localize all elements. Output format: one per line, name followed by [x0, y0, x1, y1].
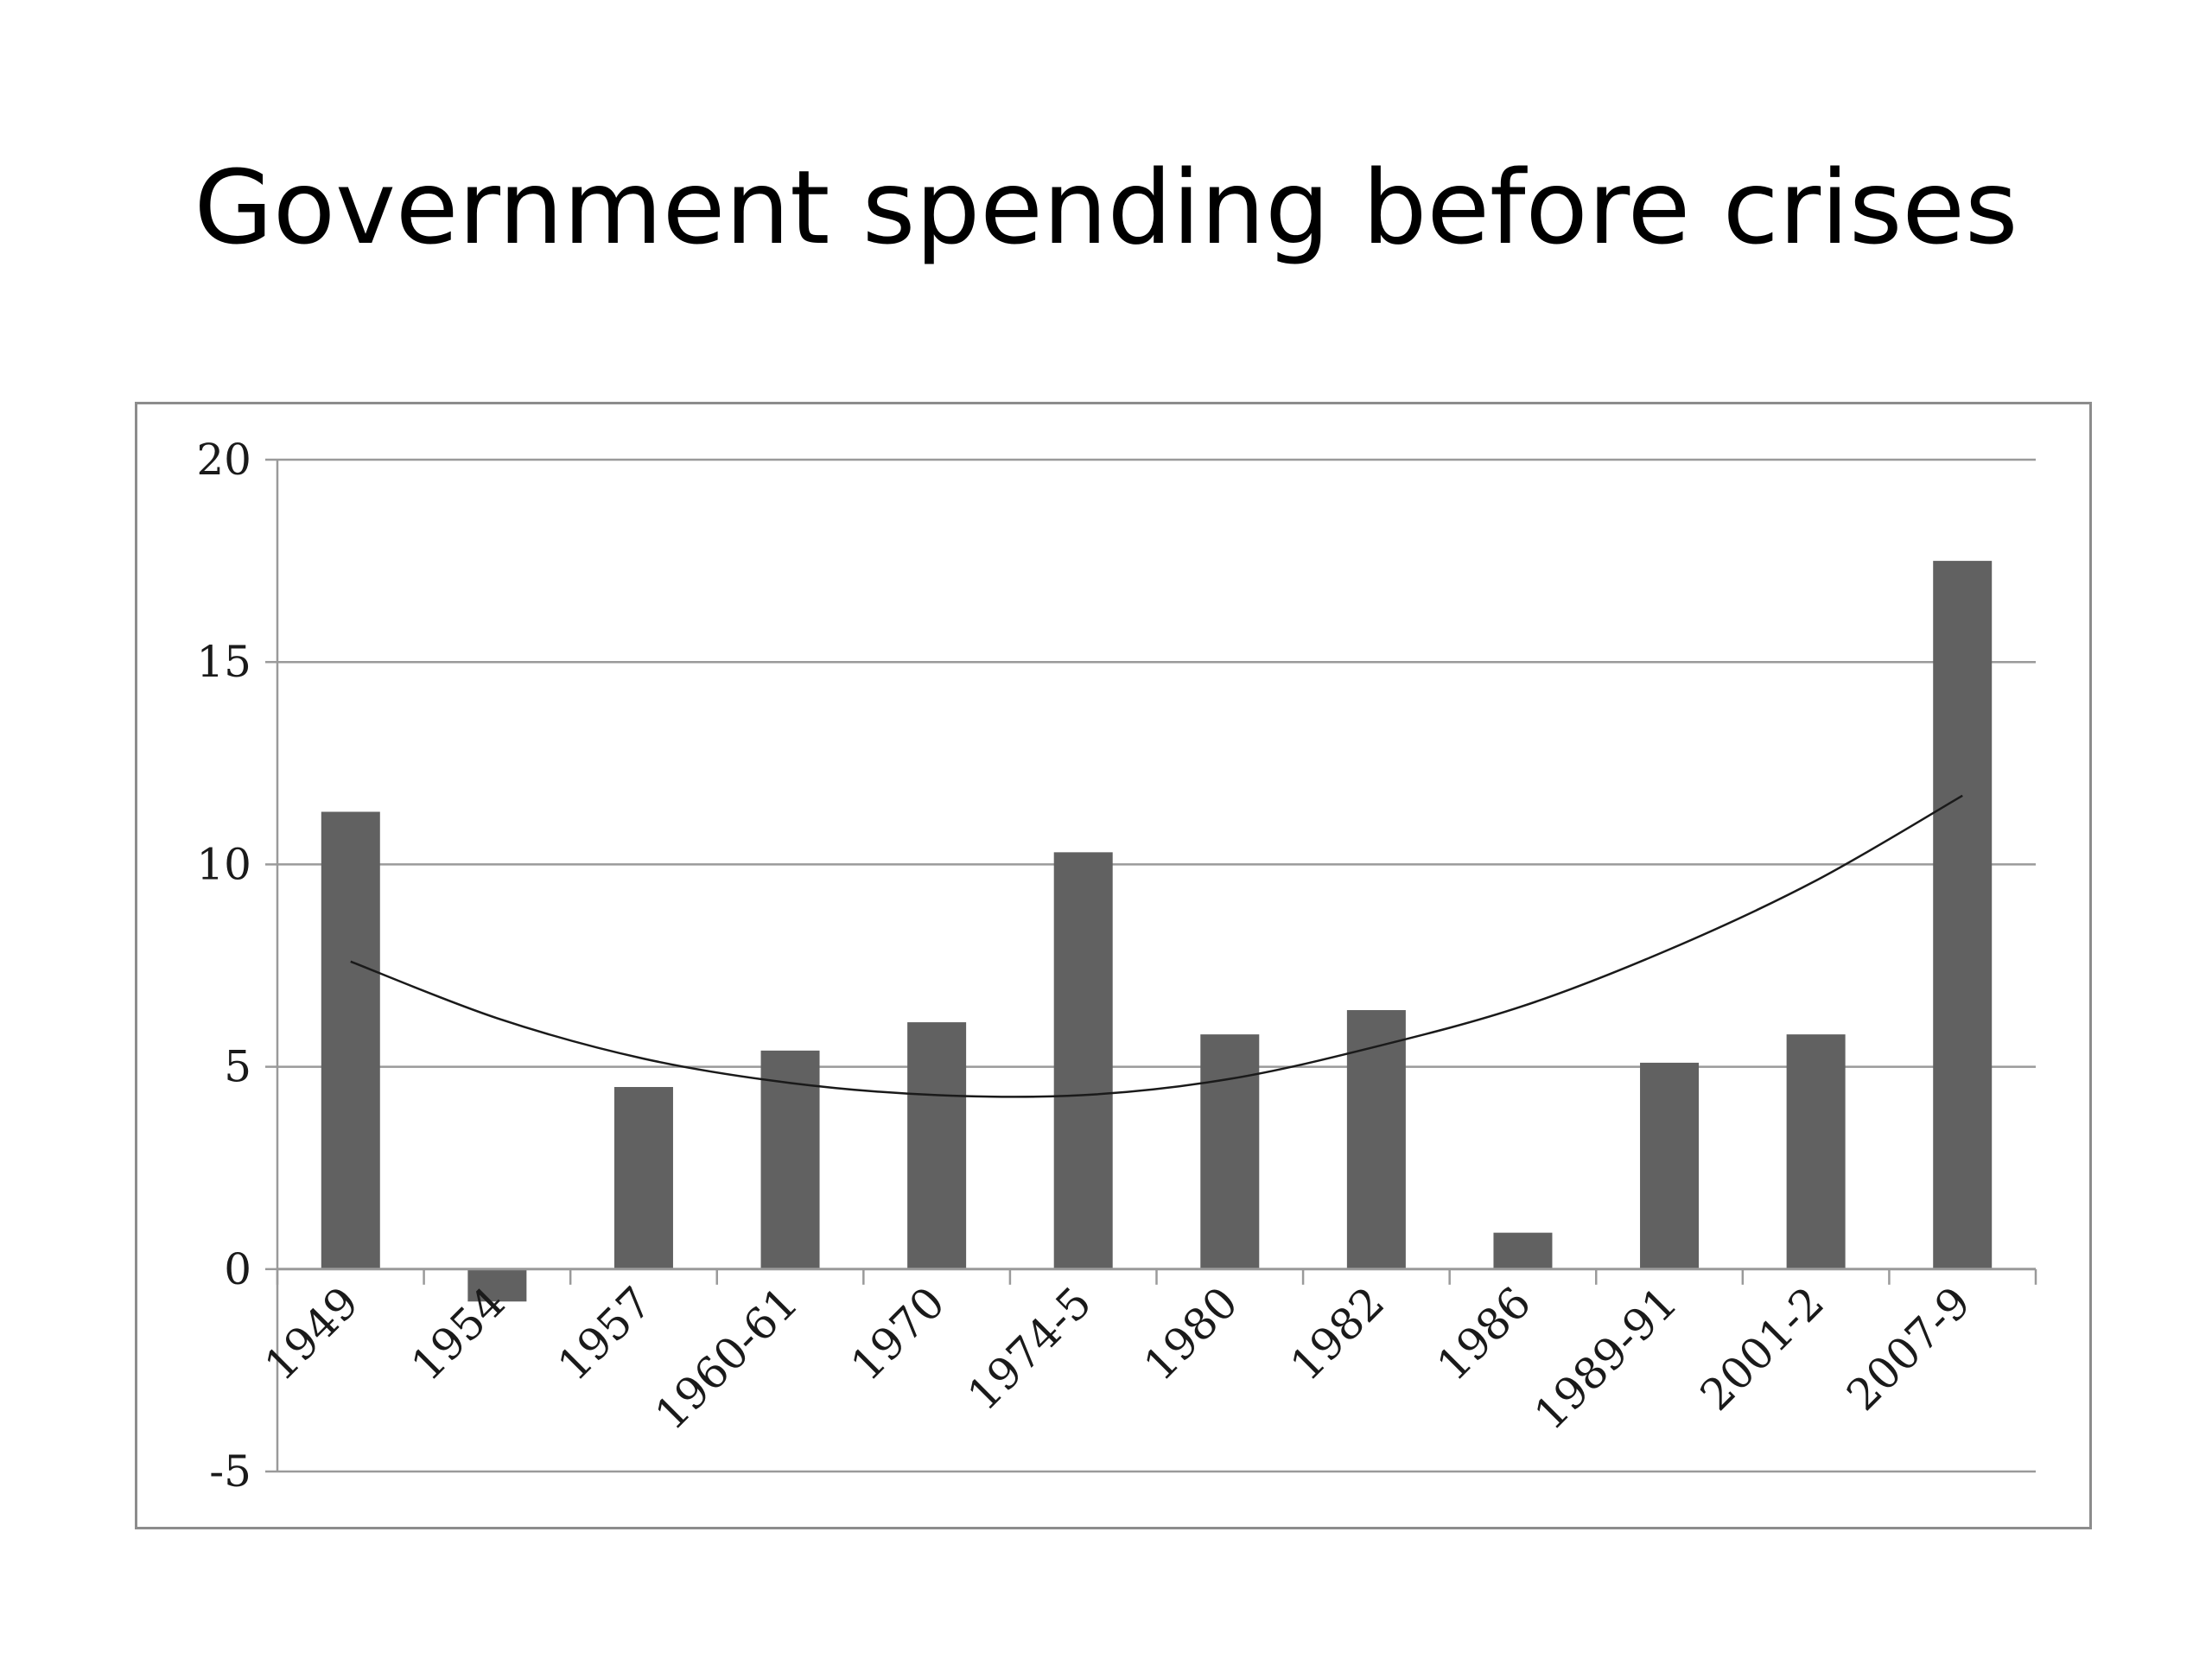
x-tick-label: 1970	[842, 1277, 955, 1390]
axes	[276, 460, 2037, 1471]
x-tick-label: 1986	[1427, 1277, 1541, 1390]
y-tick-label: 0	[224, 1244, 251, 1294]
y-tick-label: 20	[196, 435, 251, 485]
y-tick-label: 5	[224, 1042, 251, 1092]
chart-frame: 20 15 10 5 0 -5 1949 1954 1957 1960-61 1970 1974-5…	[135, 402, 2092, 1529]
y-tick-label: 10	[196, 839, 251, 889]
bars	[321, 561, 1993, 1302]
y-tick-label: 15	[196, 637, 251, 687]
x-tick-label: 1982	[1281, 1277, 1394, 1390]
x-tick-label: 1960-61	[645, 1277, 808, 1440]
x-tick-label: 1974-5	[958, 1277, 1101, 1420]
bar-1989-91	[1640, 1062, 1700, 1269]
bar-2007-9	[1933, 561, 1993, 1269]
trendline	[350, 794, 1963, 1098]
bar-1949	[321, 811, 380, 1269]
bar-1970	[907, 1022, 967, 1269]
bar-1980	[1200, 1034, 1260, 1269]
bar-1954	[467, 1268, 527, 1302]
bar-2001-2	[1786, 1034, 1846, 1269]
slide-title: Government spending before crises	[194, 148, 2018, 267]
bar-1957	[613, 1087, 673, 1269]
x-tick-label: 1989-91	[1525, 1277, 1688, 1440]
x-tick-label: 2007-9	[1837, 1277, 1980, 1420]
x-tick-label: 1957	[548, 1277, 661, 1390]
bar-1986	[1493, 1232, 1553, 1269]
gridlines	[265, 458, 2036, 1473]
y-axis-tick-labels: 20 15 10 5 0 -5	[196, 435, 251, 1497]
trendline-layer	[350, 794, 1963, 1098]
x-tick-label: 2001-2	[1691, 1277, 1834, 1420]
bar-1982	[1346, 1010, 1406, 1269]
y-tick-label: -5	[209, 1446, 251, 1497]
x-tick-label: 1949	[255, 1277, 368, 1390]
bar-1974-5	[1053, 852, 1113, 1269]
bar-1960-61	[760, 1050, 820, 1269]
x-tick-label: 1980	[1135, 1277, 1248, 1390]
